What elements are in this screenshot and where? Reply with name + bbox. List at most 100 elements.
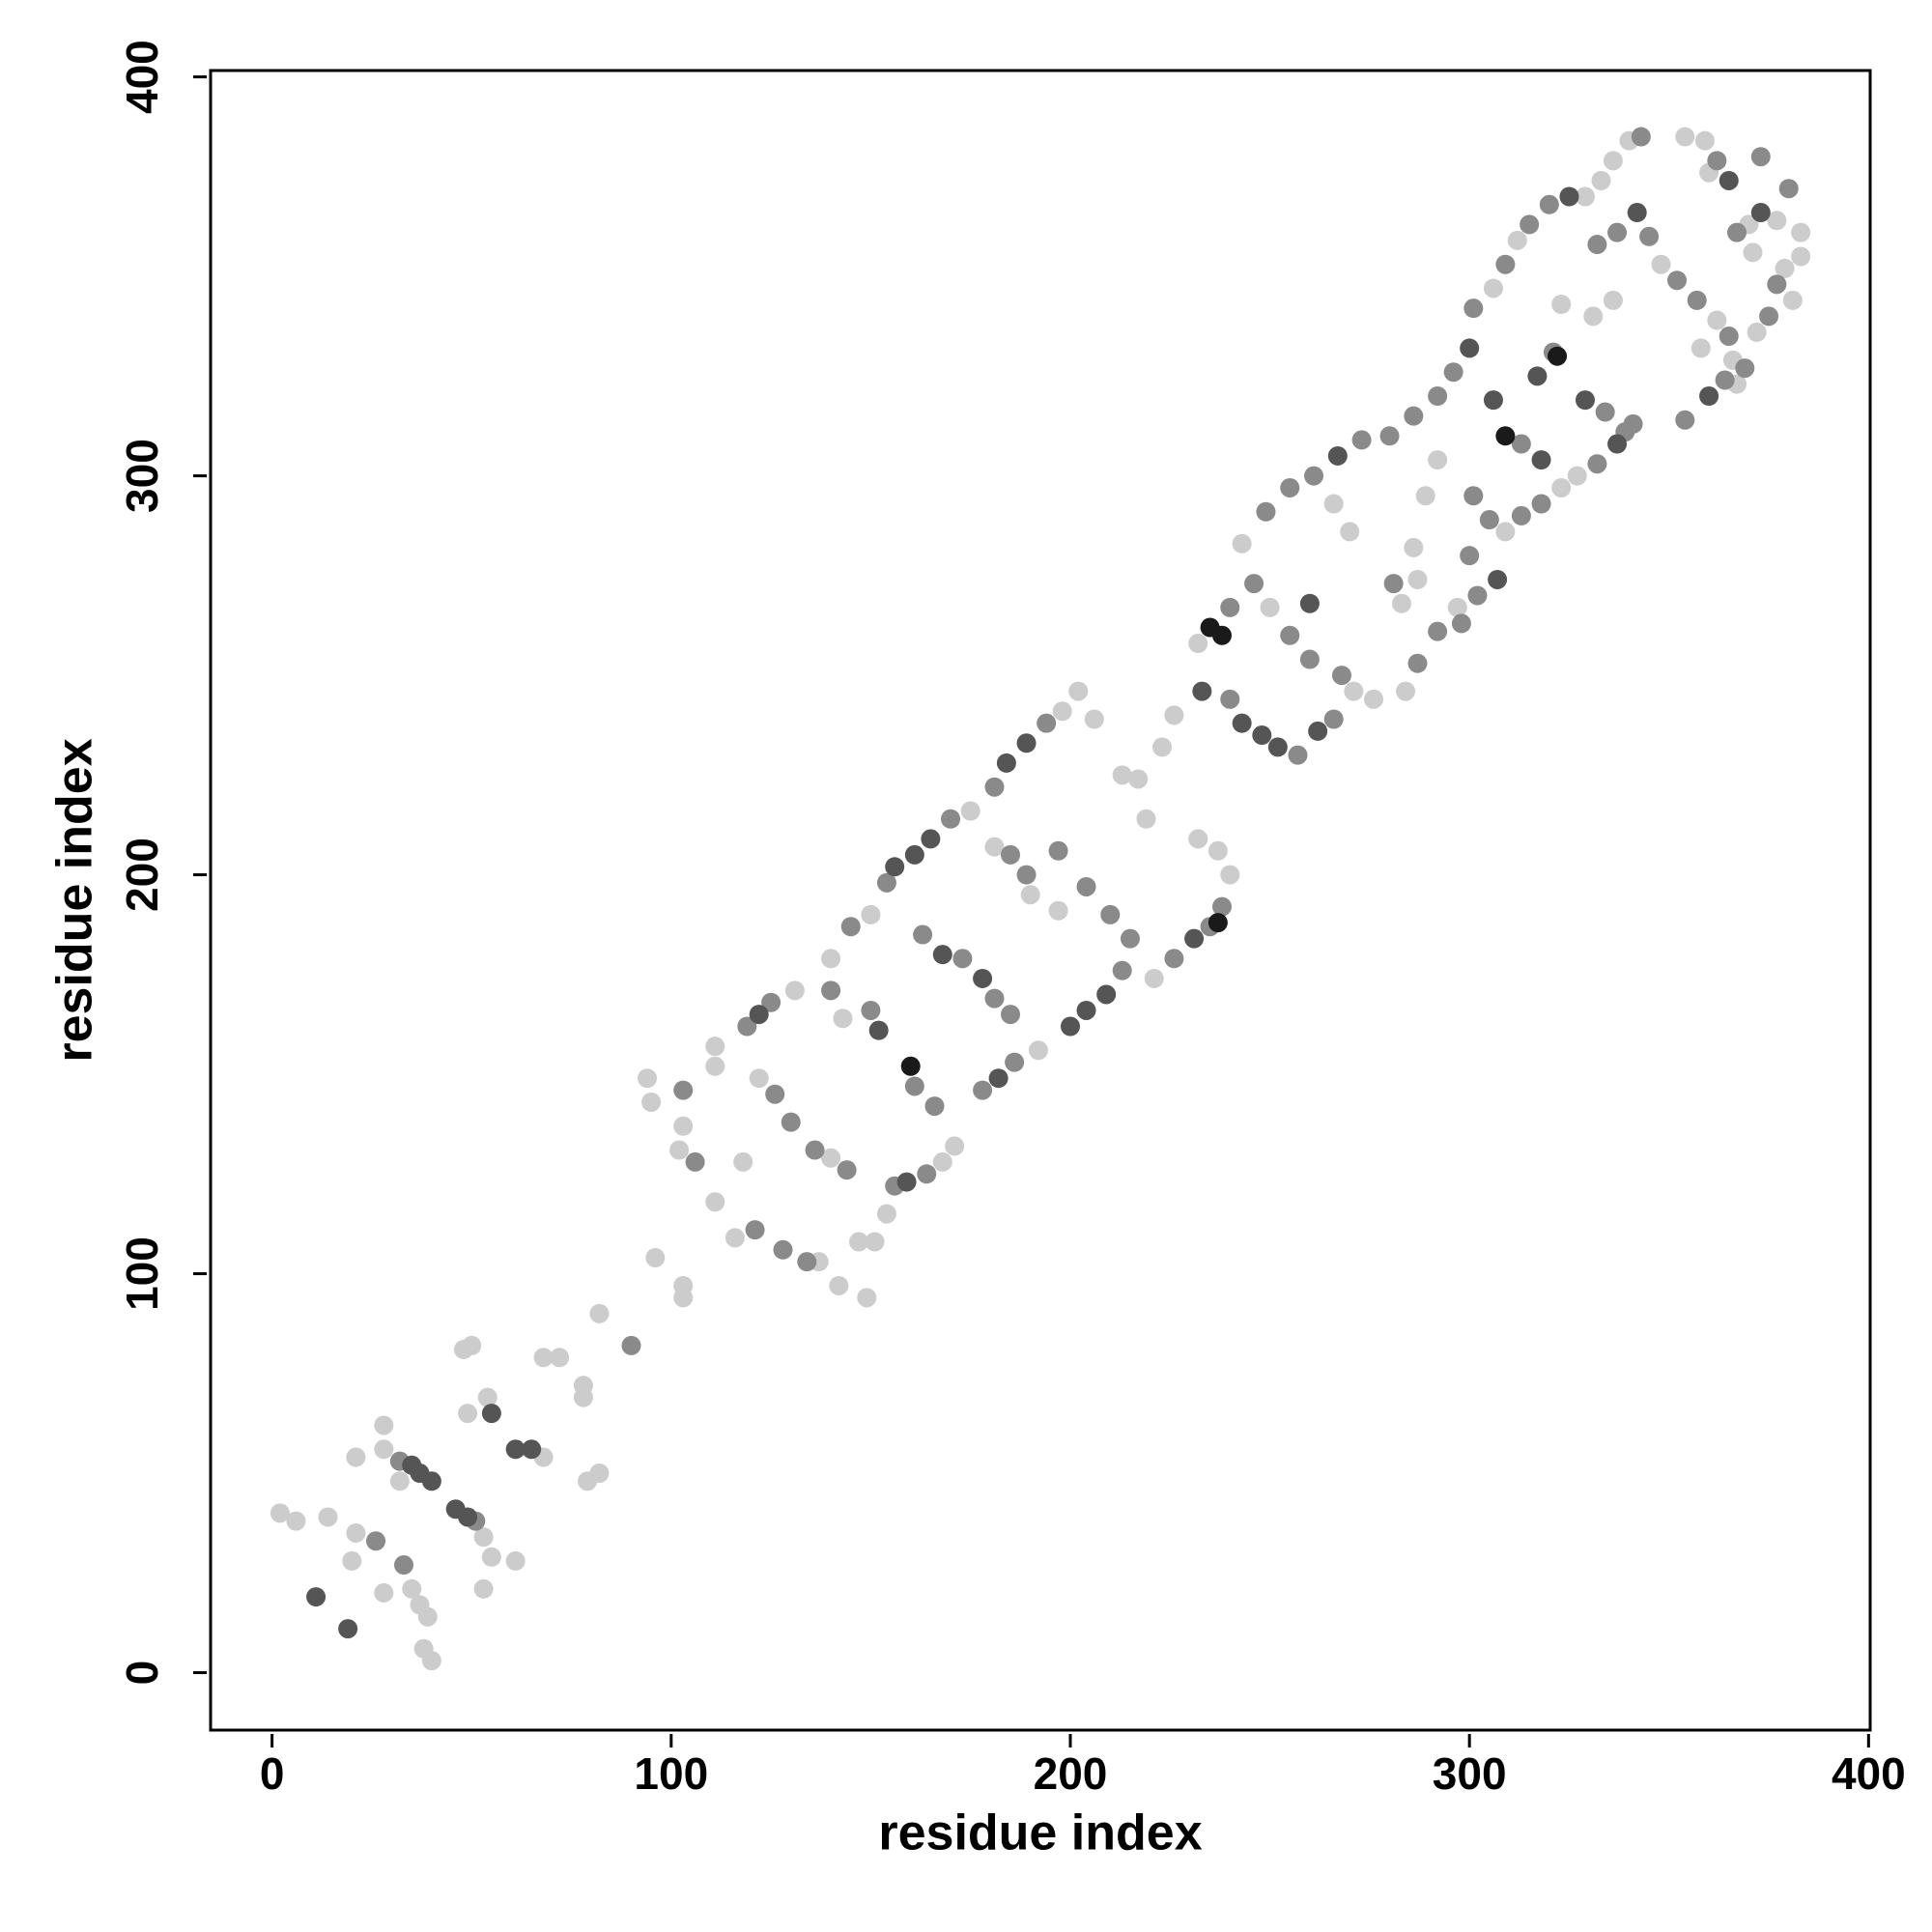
point <box>1591 170 1611 190</box>
point <box>1288 745 1308 765</box>
point <box>924 1096 945 1117</box>
y-tick-label: 200 <box>117 838 167 912</box>
point <box>1407 653 1428 673</box>
point <box>306 1587 327 1607</box>
point <box>1551 295 1572 315</box>
point <box>797 1252 817 1272</box>
point <box>1483 390 1503 411</box>
point <box>1280 477 1300 497</box>
point <box>402 1578 422 1599</box>
point <box>1791 222 1811 242</box>
point <box>904 844 924 865</box>
point <box>286 1511 306 1531</box>
point <box>645 1248 666 1268</box>
point <box>458 1507 478 1527</box>
y-axis-title: residue index <box>47 738 103 1062</box>
point <box>1667 270 1688 291</box>
point <box>1559 186 1579 207</box>
y-tick-label: 300 <box>117 439 167 513</box>
point <box>781 1112 801 1132</box>
point <box>1583 306 1604 327</box>
point <box>984 988 1005 1009</box>
point <box>1675 127 1695 147</box>
y-tick-label: 0 <box>117 1661 167 1686</box>
point <box>1488 569 1508 589</box>
point <box>1192 681 1212 701</box>
point <box>932 945 952 965</box>
point <box>1715 370 1735 390</box>
point <box>1495 522 1516 542</box>
point <box>589 1463 610 1484</box>
point <box>885 857 905 877</box>
point <box>973 968 993 988</box>
point <box>724 1228 745 1248</box>
point <box>1144 968 1164 988</box>
point <box>984 777 1005 797</box>
point <box>821 1148 841 1168</box>
point <box>338 1619 358 1639</box>
point <box>1267 737 1288 757</box>
point <box>1048 840 1068 861</box>
point <box>270 1503 290 1523</box>
point <box>318 1507 338 1527</box>
point <box>1548 346 1568 366</box>
plot-frame <box>209 69 1872 1732</box>
point <box>374 1582 394 1603</box>
point <box>473 1527 494 1548</box>
point <box>1096 984 1117 1005</box>
point <box>1527 366 1548 386</box>
point <box>1460 338 1480 358</box>
point <box>1391 593 1411 613</box>
point <box>1687 290 1707 310</box>
x-tick-label: 200 <box>1034 1748 1108 1799</box>
point <box>1607 222 1628 242</box>
x-axis-title: residue index <box>878 1805 1202 1861</box>
point <box>393 1555 413 1576</box>
point <box>1344 681 1364 701</box>
point <box>1551 477 1572 497</box>
point <box>1603 290 1623 310</box>
x-tick-label: 100 <box>634 1748 708 1799</box>
point <box>861 1000 881 1020</box>
point <box>505 1439 526 1460</box>
point <box>876 872 896 893</box>
point <box>896 1172 917 1192</box>
point <box>473 1578 494 1599</box>
point <box>1299 649 1320 669</box>
point <box>837 1160 857 1180</box>
point <box>1587 454 1607 474</box>
point <box>1351 430 1372 450</box>
point <box>913 924 933 945</box>
point <box>1719 327 1739 347</box>
point <box>458 1404 478 1424</box>
point <box>1603 151 1623 171</box>
point <box>1531 494 1551 514</box>
point <box>1699 385 1719 406</box>
point <box>1451 613 1471 634</box>
point <box>1415 486 1435 506</box>
point <box>1211 625 1232 645</box>
point <box>1128 769 1149 789</box>
point <box>366 1531 386 1551</box>
point <box>1607 434 1628 454</box>
point <box>1463 298 1484 319</box>
point <box>1767 274 1787 295</box>
y-tick-label: 100 <box>117 1236 167 1311</box>
point <box>1759 306 1779 327</box>
point <box>1323 494 1344 514</box>
point <box>374 1439 394 1460</box>
point <box>1631 127 1651 147</box>
point <box>733 1151 753 1172</box>
point <box>749 1005 769 1025</box>
point <box>1220 865 1240 885</box>
point <box>1001 1005 1021 1025</box>
point <box>960 801 980 821</box>
point <box>1379 426 1400 446</box>
point <box>857 1288 877 1308</box>
point <box>1005 1052 1025 1072</box>
point <box>1112 960 1132 980</box>
point <box>900 1056 921 1076</box>
point <box>1331 666 1351 686</box>
point <box>1188 634 1208 654</box>
